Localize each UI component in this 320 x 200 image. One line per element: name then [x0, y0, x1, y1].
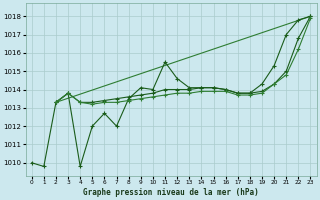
X-axis label: Graphe pression niveau de la mer (hPa): Graphe pression niveau de la mer (hPa): [83, 188, 259, 197]
